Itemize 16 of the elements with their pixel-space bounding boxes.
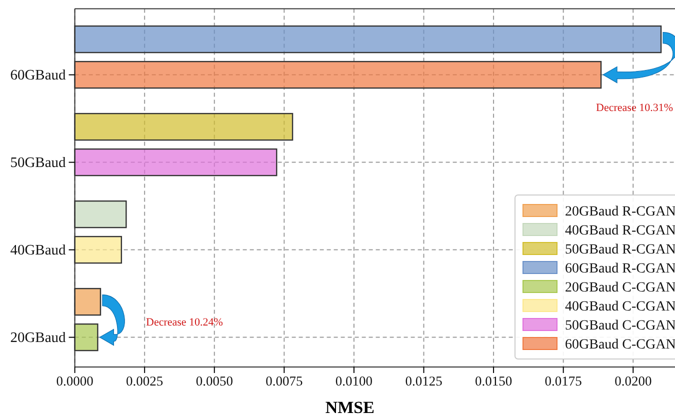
- y-tick-label: 20GBaud: [10, 330, 67, 346]
- y-tick-label: 40GBaud: [10, 242, 67, 258]
- x-tick-label: 0.0150: [474, 374, 512, 389]
- x-axis-title: NMSE: [325, 398, 374, 417]
- x-tick-label: 0.0050: [196, 374, 234, 389]
- x-tick-label: 0.0125: [405, 374, 443, 389]
- annotation: Decrease 10.31%: [596, 102, 673, 114]
- x-tick-label: 0.0200: [614, 374, 652, 389]
- x-tick-label: 0.0025: [126, 374, 164, 389]
- x-tick-label: 0.0075: [266, 374, 303, 389]
- x-tick-label: 0.0175: [544, 374, 582, 389]
- x-tick-label: 0.0000: [56, 374, 94, 389]
- annotation: Decrease 10.24%: [146, 316, 223, 328]
- y-tick-label: 60GBaud: [10, 67, 67, 84]
- x-tick-label: 0.0100: [335, 374, 373, 389]
- y-tick-label: 50GBaud: [10, 154, 67, 171]
